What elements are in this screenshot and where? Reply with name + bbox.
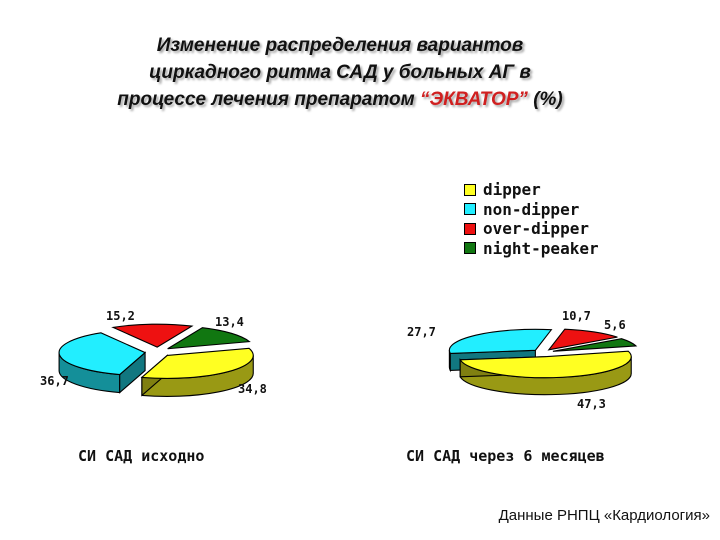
legend-label-over-dipper: over-dipper (483, 219, 589, 239)
legend-label-non-dipper: non-dipper (483, 199, 580, 219)
legend-label-night-peaker: night-peaker (483, 238, 599, 258)
legend-swatch-night-peaker (464, 242, 476, 255)
value-label-non-dipper: 36,7 (40, 374, 69, 388)
legend-item-non-dipper: non-dipper (464, 200, 599, 220)
slice-over-dipper (547, 328, 618, 351)
data-source: Данные РНПЦ «Кардиология» (498, 507, 710, 524)
legend-swatch-over-dipper (464, 222, 476, 235)
legend-item-dipper: dipper (464, 180, 599, 200)
value-label-non-dipper: 27,7 (407, 325, 436, 339)
slice-night-peaker (552, 338, 638, 352)
value-label-over-dipper: 15,2 (106, 309, 135, 323)
drug-name: “ЭКВАТОР” (419, 89, 528, 110)
title-line-3-start: процессе лечения препаратом (117, 89, 420, 110)
slice-over-dipper (111, 323, 194, 348)
caption-baseline: СИ САД исходно (78, 447, 205, 465)
legend-swatch-dipper (464, 183, 476, 196)
pie-chart-1: 34,8 36,7 15,2 13,4 (40, 309, 267, 397)
slice-night-peaker (167, 327, 251, 350)
value-label-night-peaker: 5,6 (604, 318, 626, 332)
value-label-dipper: 34,8 (238, 382, 267, 396)
slice-dipper (140, 347, 254, 397)
legend-item-night-peaker: night-peaker (464, 239, 599, 259)
value-label-dipper: 47,3 (577, 397, 606, 411)
pie-chart-2: 47,3 27,7 10,7 5,6 (407, 309, 638, 411)
legend-swatch-non-dipper (464, 203, 476, 216)
value-label-night-peaker: 13,4 (215, 315, 244, 329)
legend-label-dipper: dipper (483, 180, 541, 200)
legend: dipper non-dipper over-dipper night-peak… (464, 180, 599, 258)
slice-non-dipper (58, 332, 147, 394)
title-line-2: циркадного ритма САД у больных АГ в (149, 62, 531, 83)
legend-item-over-dipper: over-dipper (464, 219, 599, 239)
title-line-1: Изменение распределения вариантов (156, 35, 524, 56)
slice-dipper (459, 350, 632, 396)
caption-after-6-months: СИ САД через 6 месяцев (406, 447, 605, 465)
title-line-3-end: (%) (527, 89, 563, 110)
chart-title: Изменение распределения вариантов циркад… (60, 32, 620, 113)
value-label-over-dipper: 10,7 (562, 309, 591, 323)
